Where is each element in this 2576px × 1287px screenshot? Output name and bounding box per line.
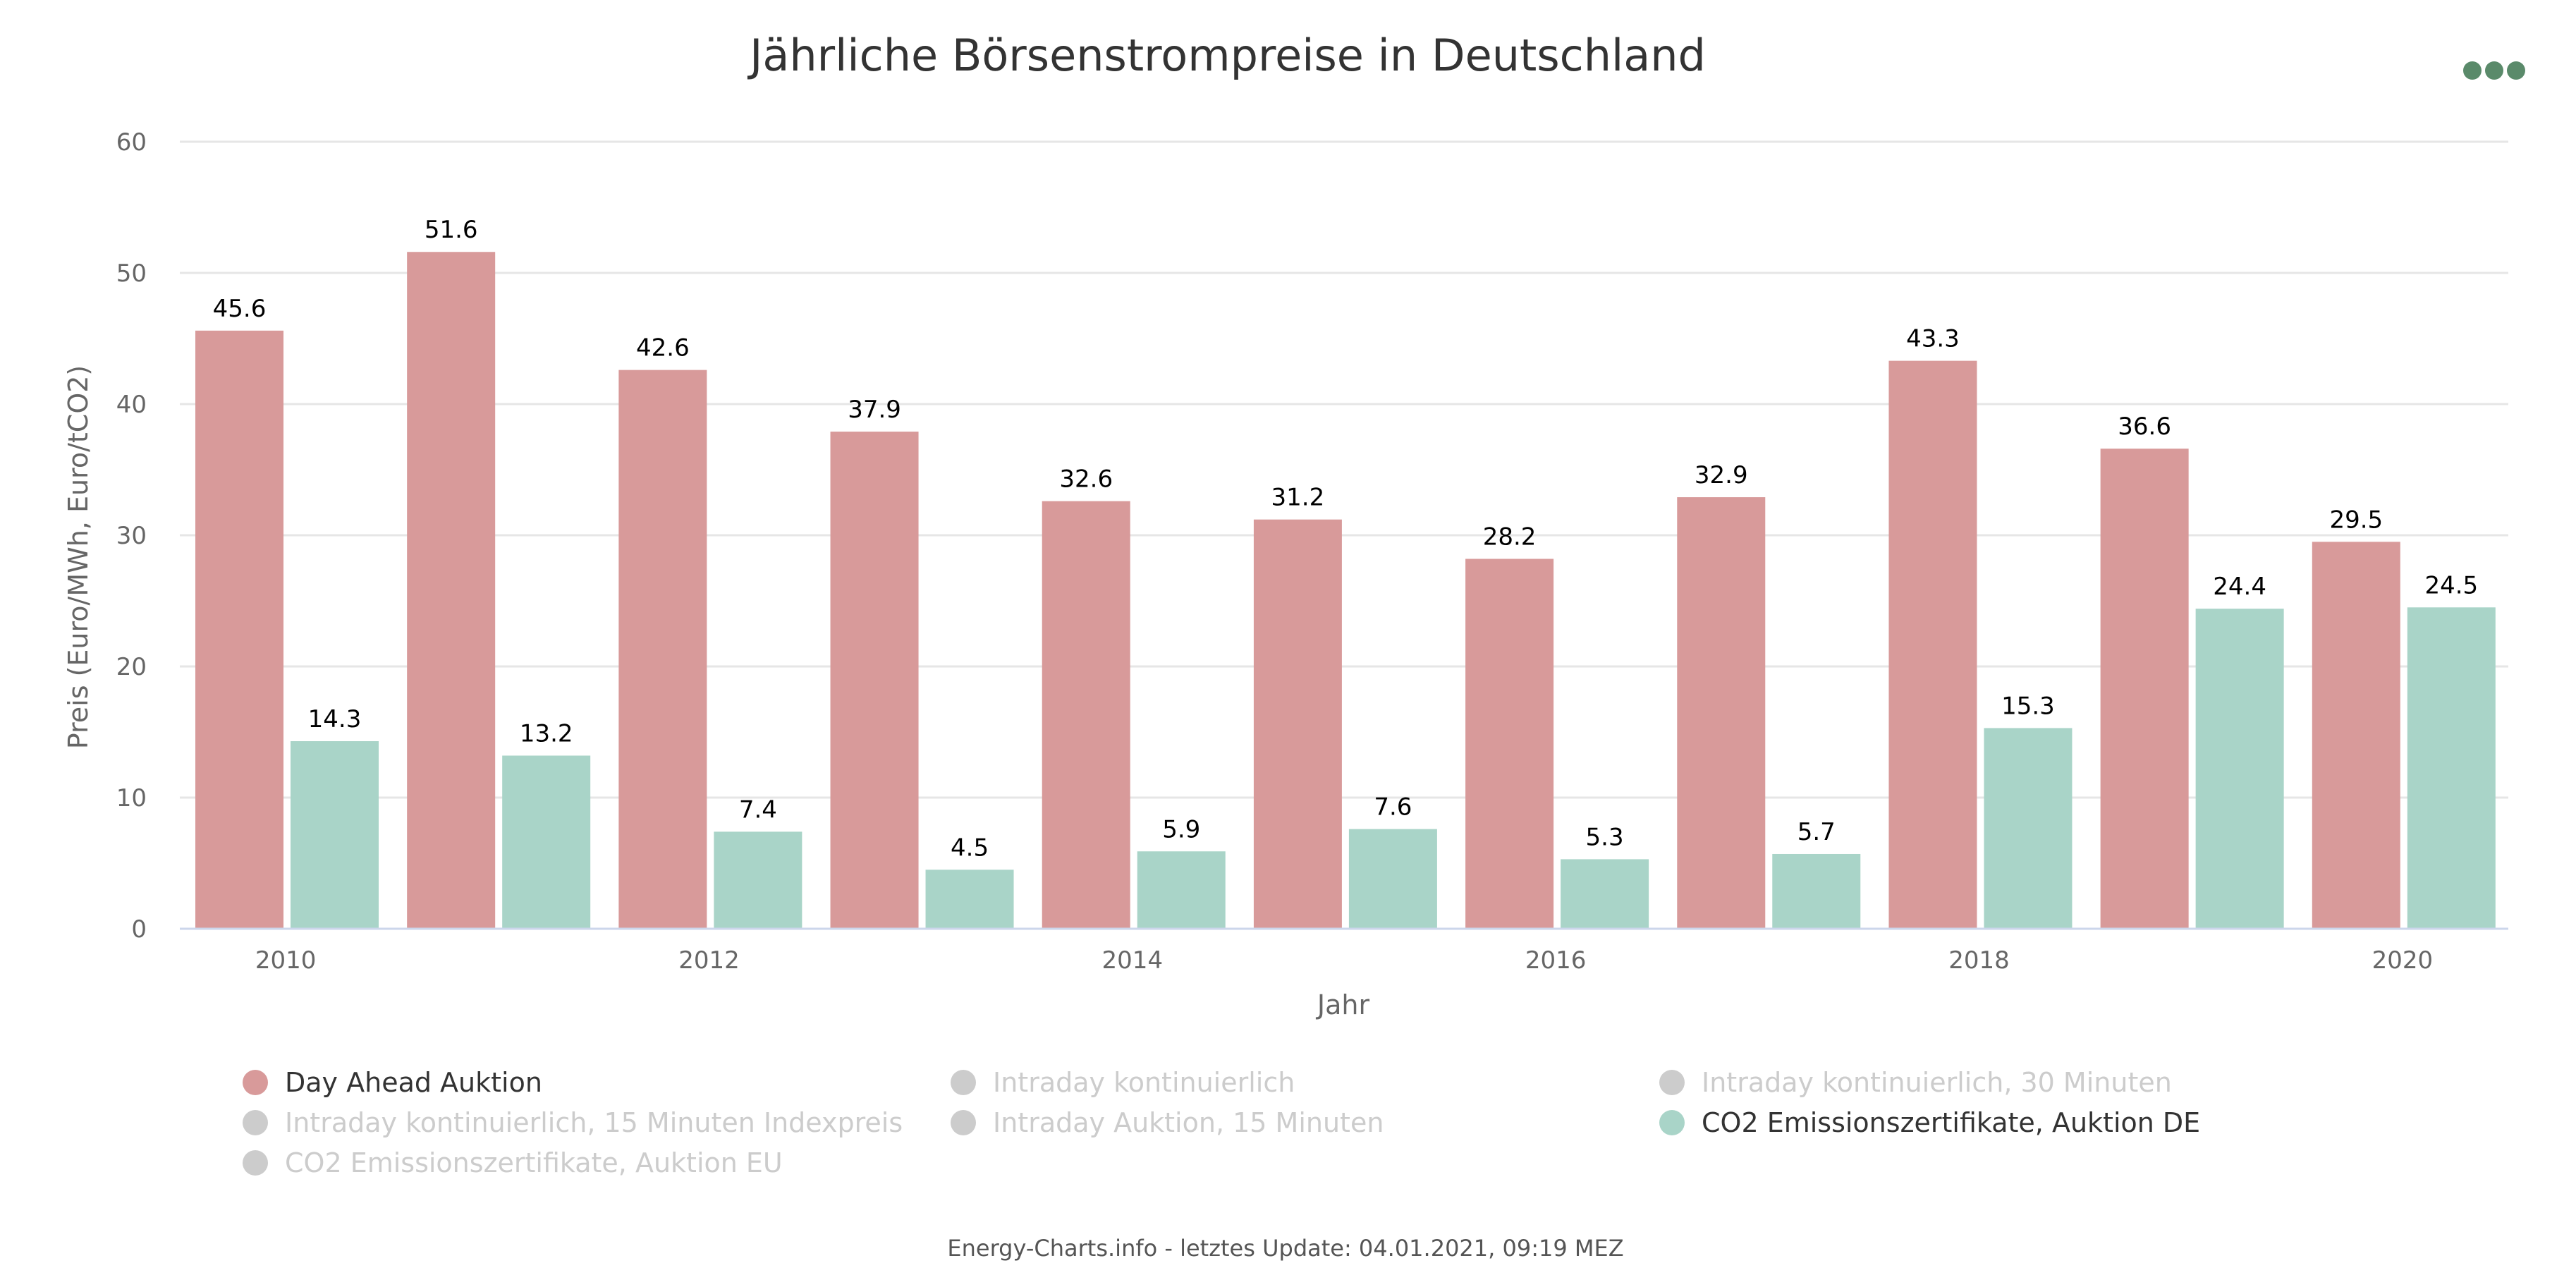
y-tick-label: 50 bbox=[116, 260, 147, 288]
bar-day-ahead-2015[interactable] bbox=[1253, 519, 1342, 929]
y-tick-label: 60 bbox=[116, 128, 147, 157]
chart-title: Jährliche Börsenstrompreise in Deutschla… bbox=[747, 30, 1706, 81]
data-label: 45.6 bbox=[213, 295, 267, 323]
data-label: 7.6 bbox=[1374, 793, 1412, 822]
legend-item[interactable]: CO2 Emissionszertifikate, Auktion DE bbox=[1659, 1107, 2200, 1138]
bar-day-ahead-2010[interactable] bbox=[195, 330, 283, 929]
legend-marker-icon bbox=[1659, 1110, 1685, 1135]
y-tick-label: 20 bbox=[116, 653, 147, 681]
data-label: 14.3 bbox=[308, 705, 362, 733]
legend-item[interactable]: Intraday kontinuierlich, 30 Minuten bbox=[1659, 1067, 2172, 1098]
bars bbox=[195, 252, 2496, 929]
legend-marker-icon bbox=[1659, 1070, 1685, 1095]
legend-marker-icon bbox=[951, 1070, 976, 1095]
bar-day-ahead-2016[interactable] bbox=[1465, 559, 1554, 929]
bar-day-ahead-2020[interactable] bbox=[2312, 542, 2400, 929]
legend-label: Intraday kontinuierlich, 15 Minuten Inde… bbox=[285, 1107, 903, 1138]
data-label: 32.9 bbox=[1695, 461, 1748, 489]
menu-dot-icon bbox=[2463, 61, 2482, 80]
data-label: 15.3 bbox=[2001, 692, 2055, 720]
bar-day-ahead-2011[interactable] bbox=[407, 252, 496, 929]
x-tick-label: 2010 bbox=[255, 946, 317, 975]
bar-co2-de-2010[interactable] bbox=[291, 741, 379, 929]
legend-label: Intraday kontinuierlich, 30 Minuten bbox=[1702, 1067, 2172, 1098]
bar-co2-de-2019[interactable] bbox=[2195, 609, 2284, 929]
bar-co2-de-2013[interactable] bbox=[925, 870, 1014, 929]
bar-co2-de-2016[interactable] bbox=[1561, 859, 1649, 929]
bar-co2-de-2015[interactable] bbox=[1348, 829, 1437, 929]
bar-co2-de-2014[interactable] bbox=[1137, 851, 1226, 929]
legend-label: Intraday Auktion, 15 Minuten bbox=[993, 1107, 1384, 1138]
legend-label: CO2 Emissionszertifikate, Auktion DE bbox=[1702, 1107, 2200, 1138]
bar-day-ahead-2019[interactable] bbox=[2100, 449, 2189, 929]
data-label: 36.6 bbox=[2118, 413, 2171, 441]
y-axis-ticks: 0 10 20 30 40 50 60 bbox=[116, 128, 147, 944]
x-tick-label: 2012 bbox=[678, 946, 740, 975]
x-tick-label: 2014 bbox=[1102, 946, 1164, 975]
data-label: 28.2 bbox=[1483, 523, 1537, 551]
bar-day-ahead-2012[interactable] bbox=[618, 370, 707, 929]
bar-co2-de-2018[interactable] bbox=[1984, 728, 2073, 929]
data-label: 37.9 bbox=[848, 396, 901, 424]
data-label: 13.2 bbox=[520, 719, 573, 748]
legend-item[interactable]: Intraday kontinuierlich bbox=[951, 1067, 1295, 1098]
data-label: 32.6 bbox=[1059, 465, 1113, 494]
legend-marker-icon bbox=[243, 1070, 268, 1095]
legend-label: CO2 Emissionszertifikate, Auktion EU bbox=[285, 1147, 783, 1178]
legend-item[interactable]: Day Ahead Auktion bbox=[243, 1067, 542, 1098]
data-label: 7.4 bbox=[739, 795, 777, 824]
data-label: 5.3 bbox=[1586, 823, 1624, 851]
y-axis-title: Preis (Euro/MWh, Euro/tCO2) bbox=[63, 365, 94, 750]
data-label: 31.2 bbox=[1271, 484, 1325, 512]
bar-co2-de-2011[interactable] bbox=[502, 755, 591, 929]
legend-item[interactable]: CO2 Emissionszertifikate, Auktion EU bbox=[243, 1147, 783, 1178]
data-label: 4.5 bbox=[951, 834, 989, 862]
x-axis-title: Jahr bbox=[1316, 989, 1370, 1020]
x-tick-label: 2020 bbox=[2372, 946, 2434, 975]
y-tick-label: 0 bbox=[131, 915, 147, 944]
menu-dot-icon bbox=[2507, 61, 2525, 80]
bar-day-ahead-2014[interactable] bbox=[1042, 501, 1130, 929]
legend-item[interactable]: Intraday Auktion, 15 Minuten bbox=[951, 1107, 1384, 1138]
data-label: 5.9 bbox=[1162, 815, 1200, 843]
bar-day-ahead-2013[interactable] bbox=[830, 432, 919, 929]
legend-label: Intraday kontinuierlich bbox=[993, 1067, 1295, 1098]
x-axis-ticks: 2010 2012 2014 2016 2018 2020 bbox=[255, 946, 2433, 975]
bar-day-ahead-2017[interactable] bbox=[1677, 497, 1766, 929]
legend: Day Ahead Auktion Intraday kontinuierlich… bbox=[243, 1067, 2200, 1178]
menu-dot-icon bbox=[2485, 61, 2503, 80]
legend-item[interactable]: Intraday kontinuierlich, 15 Minuten Inde… bbox=[243, 1107, 903, 1138]
bar-day-ahead-2018[interactable] bbox=[1888, 360, 1977, 929]
context-menu-button[interactable] bbox=[2454, 49, 2532, 92]
data-label: 51.6 bbox=[425, 216, 478, 244]
y-tick-label: 10 bbox=[116, 784, 147, 812]
data-labels: 45.6 14.3 51.6 13.2 42.6 7.4 37.9 4.5 32.6 5.9 31.… bbox=[213, 216, 2479, 862]
credits-text[interactable]: Energy-Charts.info - letztes Update: 04.… bbox=[947, 1235, 1623, 1262]
legend-label: Day Ahead Auktion bbox=[285, 1067, 542, 1098]
bar-co2-de-2017[interactable] bbox=[1772, 853, 1861, 929]
y-tick-label: 30 bbox=[116, 522, 147, 550]
data-label: 42.6 bbox=[636, 334, 690, 362]
data-label: 43.3 bbox=[1906, 325, 1960, 353]
bar-co2-de-2020[interactable] bbox=[2407, 607, 2496, 929]
legend-marker-icon bbox=[243, 1150, 268, 1176]
data-label: 5.7 bbox=[1797, 818, 1836, 846]
x-tick-label: 2016 bbox=[1525, 946, 1587, 975]
data-label: 24.5 bbox=[2424, 571, 2478, 599]
x-tick-label: 2018 bbox=[1948, 946, 2010, 975]
data-label: 24.4 bbox=[2213, 573, 2266, 601]
bar-co2-de-2012[interactable] bbox=[714, 831, 802, 929]
data-label: 29.5 bbox=[2329, 506, 2383, 534]
legend-marker-icon bbox=[951, 1110, 976, 1135]
y-tick-label: 40 bbox=[116, 391, 147, 419]
legend-marker-icon bbox=[243, 1110, 268, 1135]
